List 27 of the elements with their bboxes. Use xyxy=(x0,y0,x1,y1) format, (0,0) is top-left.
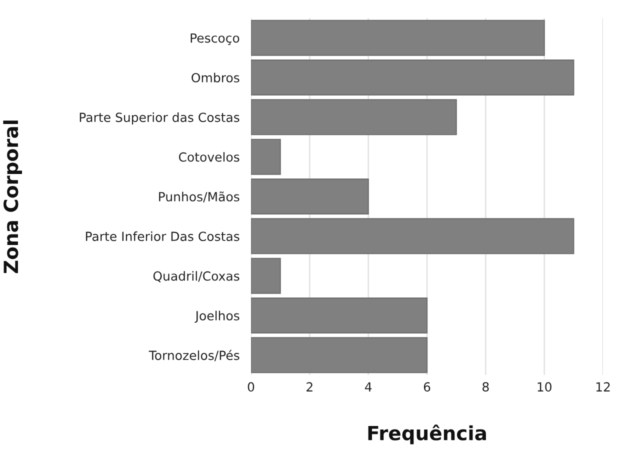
bar xyxy=(251,218,574,254)
y-tick-label: Punhos/Mãos xyxy=(159,192,240,202)
y-tick-label: Parte Superior das Costas xyxy=(80,112,240,125)
x-tick-label: 6 xyxy=(424,382,430,392)
bar xyxy=(251,99,457,136)
bar xyxy=(251,258,281,294)
x-tick-label: 12 xyxy=(596,382,610,392)
bar xyxy=(251,59,574,96)
x-axis-title: Frequência xyxy=(368,424,486,444)
y-tick-label: Parte Inferior Das Costas xyxy=(86,231,240,242)
x-tick-label: 10 xyxy=(538,382,552,392)
bar xyxy=(251,20,545,56)
x-tick-label: 8 xyxy=(482,382,489,392)
x-tick-label: 0 xyxy=(248,382,254,392)
y-tick-label: Joelhos xyxy=(194,310,240,323)
x-tick-label: 4 xyxy=(364,382,372,392)
y-tick-label: Cotovelos xyxy=(178,152,240,162)
bar xyxy=(251,297,428,334)
y-axis-title: Zona Corporal xyxy=(3,120,22,274)
y-tick-label: Pescoço xyxy=(190,33,240,45)
bar xyxy=(251,138,281,175)
y-tick-label: Tornozelos/Pés xyxy=(148,350,240,362)
bar xyxy=(251,337,428,374)
x-tick-label: 2 xyxy=(306,382,312,392)
bar xyxy=(251,178,369,215)
y-tick-label: Ombros xyxy=(192,72,240,82)
y-tick-label: Quadril/Coxas xyxy=(153,271,240,282)
